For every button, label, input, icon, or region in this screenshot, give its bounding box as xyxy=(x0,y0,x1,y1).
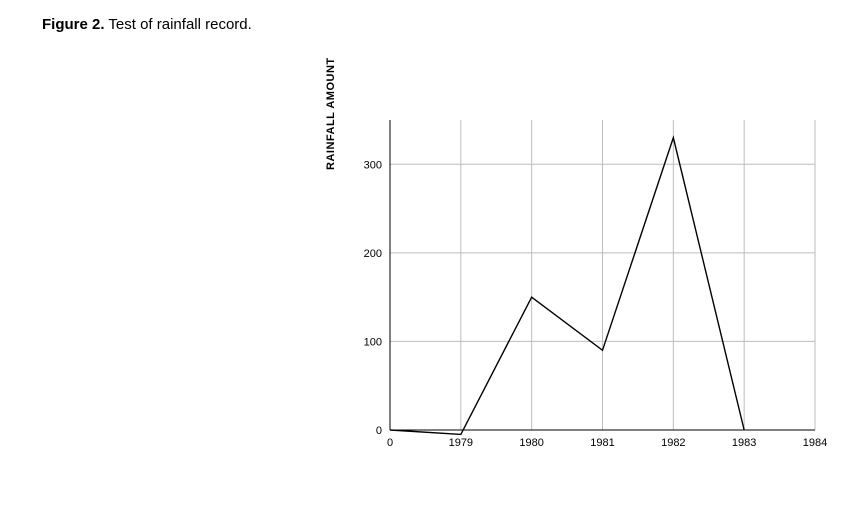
svg-text:1981: 1981 xyxy=(590,437,614,449)
svg-text:1983: 1983 xyxy=(732,437,756,449)
chart-svg: 0 1979 1980 1981 1982 1983 1984 0 100 200 300 xyxy=(350,110,830,470)
svg-text:1982: 1982 xyxy=(661,437,685,449)
svg-text:1984: 1984 xyxy=(803,437,827,449)
figure-caption-text: Test of rainfall record. xyxy=(105,16,252,33)
figure-caption: Figure 2. Test of rainfall record. xyxy=(42,16,252,33)
rainfall-line-chart: 0 1979 1980 1981 1982 1983 1984 0 100 200 300 xyxy=(350,110,830,470)
chart-gridlines xyxy=(390,120,815,430)
svg-text:200: 200 xyxy=(364,248,382,260)
svg-text:300: 300 xyxy=(364,159,382,171)
svg-text:1980: 1980 xyxy=(519,437,543,449)
svg-text:100: 100 xyxy=(364,336,382,348)
y-axis-label: RAINFALL AMOUNT xyxy=(325,57,337,170)
svg-text:0: 0 xyxy=(376,425,382,437)
x-axis-ticks: 0 1979 1980 1981 1982 1983 1984 xyxy=(387,437,827,449)
y-axis-ticks: 0 100 200 300 xyxy=(364,159,382,437)
svg-text:1979: 1979 xyxy=(449,437,473,449)
figure-caption-prefix: Figure 2. xyxy=(42,16,105,33)
svg-text:0: 0 xyxy=(387,437,393,449)
chart-data-line xyxy=(390,138,744,435)
